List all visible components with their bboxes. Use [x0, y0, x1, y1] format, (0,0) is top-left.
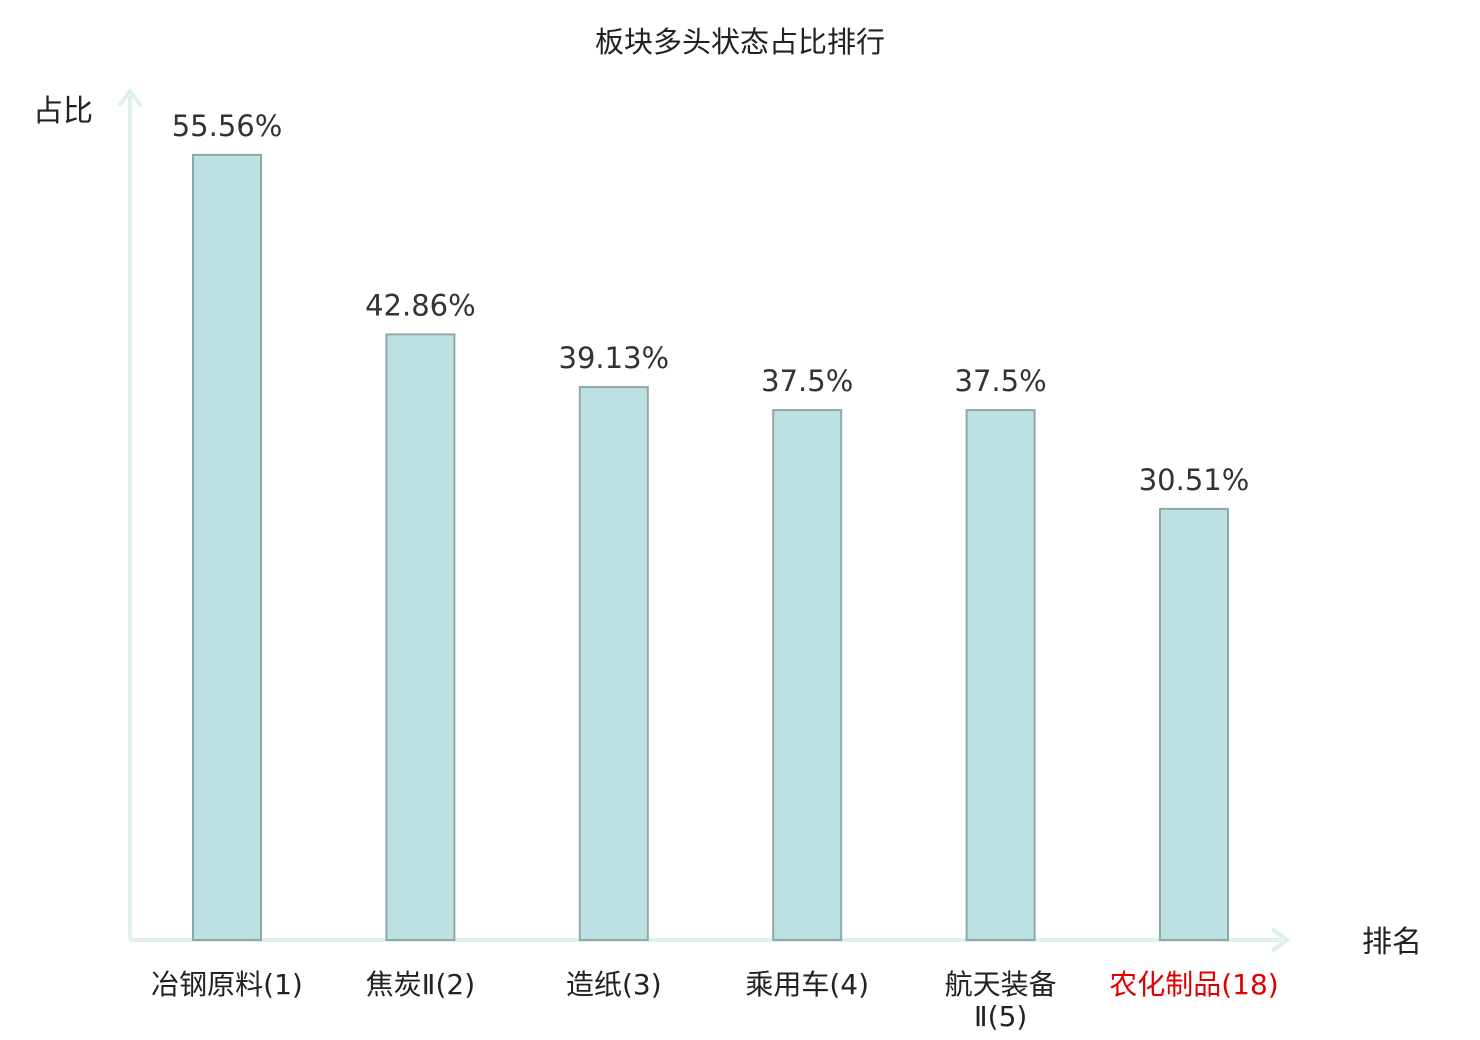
category-tick-label: 焦炭Ⅱ(2)	[366, 968, 475, 1001]
x-axis-label: 排名	[1362, 925, 1422, 960]
y-axis-arrow	[117, 87, 143, 108]
bar-value-label: 55.56%	[172, 109, 283, 143]
bar-value-label: 42.86%	[365, 288, 476, 322]
chart-axes	[117, 87, 1291, 953]
bar-value-label: 30.51%	[1139, 463, 1250, 497]
category-tick-label: 航天装备 Ⅱ(5)	[945, 968, 1057, 1033]
bar-value-label: 39.13%	[559, 341, 670, 375]
bar	[578, 386, 649, 942]
category-tick-label: 乘用车(4)	[745, 968, 869, 1001]
category-tick-label: 造纸(3)	[566, 968, 662, 1001]
bar-series	[192, 153, 1229, 942]
bar	[1159, 507, 1229, 941]
category-labels: 冶钢原料(1) 焦炭Ⅱ(2) 造纸(3) 乘用车(4) 航天装备 Ⅱ(5) 农化制品(18)	[151, 968, 1279, 1033]
category-tick-label: 农化制品(18)	[1109, 968, 1278, 1001]
bar-value-label: 37.5%	[955, 364, 1047, 398]
bar	[965, 409, 1036, 942]
value-labels: 55.56% 42.86% 39.13% 37.5% 37.5% 30.51%	[172, 109, 1250, 497]
chart-title: 板块多头状态占比排行	[595, 25, 885, 59]
bar	[385, 333, 456, 941]
bar-value-label: 37.5%	[761, 364, 853, 398]
y-axis-label: 占比	[33, 94, 93, 129]
bar	[772, 409, 843, 942]
category-tick-label: 冶钢原料(1)	[151, 968, 303, 1001]
bar	[192, 153, 262, 941]
x-axis-arrow	[1270, 927, 1291, 953]
